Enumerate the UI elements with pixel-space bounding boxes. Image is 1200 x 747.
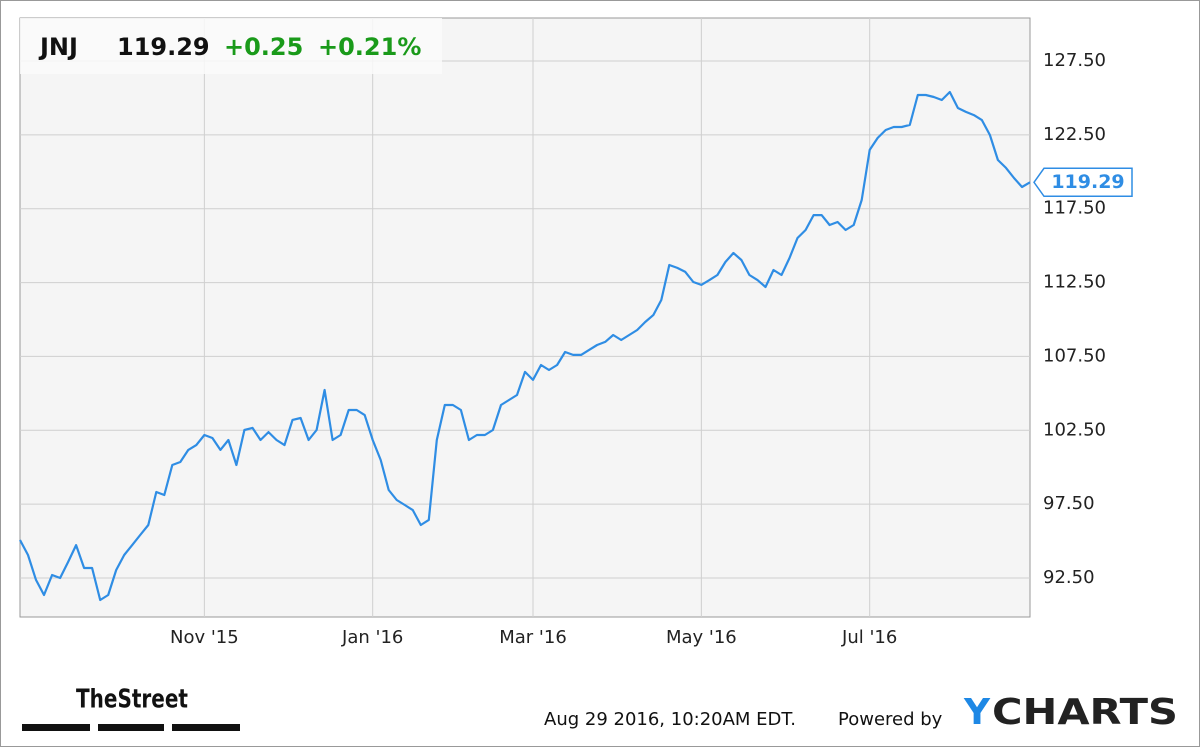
ticker: JNJ bbox=[38, 33, 78, 61]
price-callout bbox=[1033, 167, 1133, 198]
x-tick-label: Jul '16 bbox=[841, 627, 897, 648]
x-tick-label: Nov '15 bbox=[170, 627, 239, 648]
x-tick-label: Jan '16 bbox=[341, 627, 403, 648]
header-box bbox=[20, 18, 442, 74]
powered-by: Powered by bbox=[838, 709, 943, 730]
y-tick-label: 92.50 bbox=[1043, 567, 1095, 588]
x-tick-label: Mar '16 bbox=[499, 627, 567, 648]
change-percent: +0.21% bbox=[318, 33, 421, 61]
y-tick-label: 122.50 bbox=[1043, 124, 1106, 145]
y-tick-label: 97.50 bbox=[1043, 493, 1095, 514]
logo-bar bbox=[98, 724, 164, 731]
x-tick-label: May '16 bbox=[666, 627, 737, 648]
change: +0.25 bbox=[224, 33, 303, 61]
source-logo: TheStreet bbox=[76, 685, 188, 715]
timestamp: Aug 29 2016, 10:20AM EDT. bbox=[544, 709, 796, 730]
logo-bar bbox=[172, 724, 240, 731]
y-tick-label: 117.50 bbox=[1043, 198, 1106, 219]
y-tick-label: 112.50 bbox=[1043, 272, 1106, 293]
y-tick-label: 127.50 bbox=[1043, 50, 1106, 71]
logo-bar bbox=[22, 724, 90, 731]
plot-area bbox=[19, 17, 1031, 618]
price: 119.29 bbox=[117, 33, 210, 61]
price-line bbox=[19, 90, 1031, 602]
y-tick-label: 102.50 bbox=[1043, 419, 1106, 440]
y-tick-label: 107.50 bbox=[1043, 345, 1106, 366]
grid bbox=[20, 18, 1030, 617]
logo-text: CHARTS bbox=[992, 692, 1178, 733]
marks bbox=[19, 90, 1031, 602]
logo-y: Y bbox=[963, 692, 991, 733]
price-callout-label: 119.29 bbox=[1051, 171, 1124, 193]
